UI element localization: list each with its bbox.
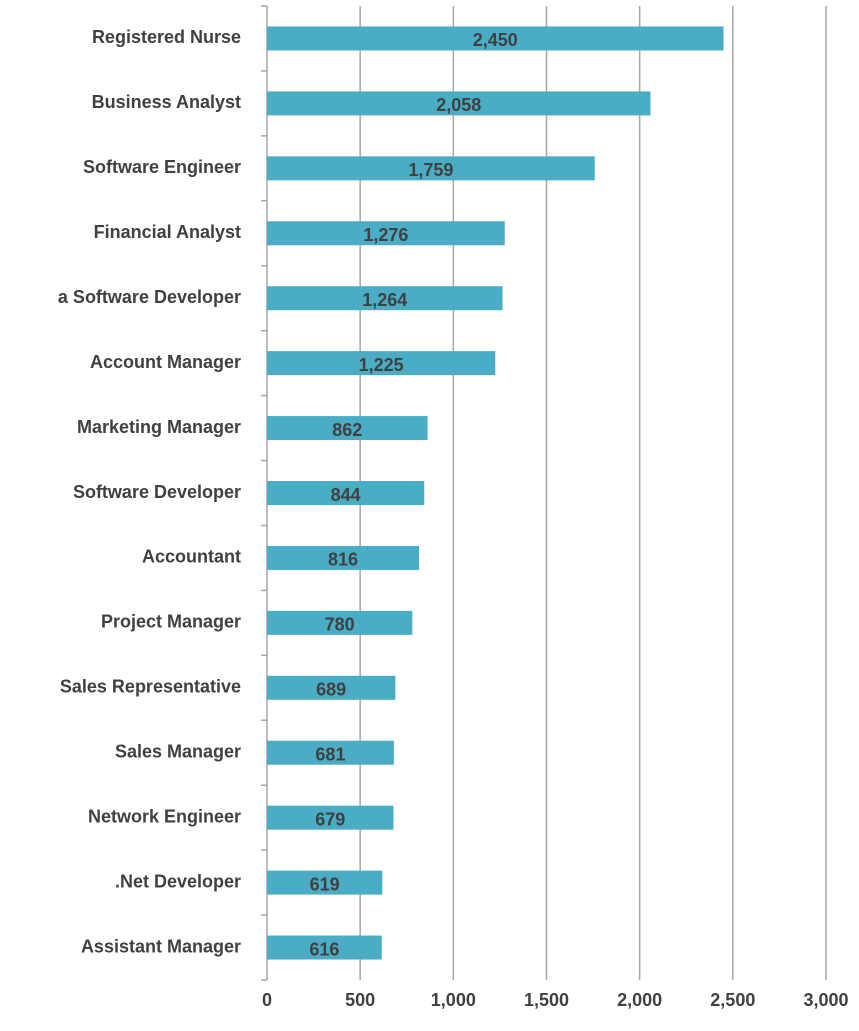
bar — [267, 610, 413, 635]
data-label: 679 — [315, 809, 345, 829]
x-tick-label: 2,500 — [710, 990, 755, 1010]
bar — [267, 675, 396, 700]
data-label: 862 — [332, 420, 362, 440]
bar — [267, 286, 503, 311]
y-tick-label: Sales Manager — [115, 741, 241, 761]
data-label: 780 — [325, 615, 355, 635]
x-tick-label: 500 — [345, 990, 375, 1010]
x-tick-label: 3,000 — [803, 990, 848, 1010]
data-label: 616 — [309, 939, 339, 959]
bar — [267, 805, 394, 830]
data-label: 1,225 — [359, 355, 404, 375]
x-tick-label: 0 — [262, 990, 272, 1010]
bar — [267, 91, 651, 116]
data-label: 2,450 — [473, 30, 518, 50]
data-label: 681 — [315, 744, 345, 764]
y-tick-label: Account Manager — [90, 352, 241, 372]
bar — [267, 545, 420, 570]
y-tick-label: Project Manager — [101, 612, 241, 632]
data-label: 2,058 — [436, 95, 481, 115]
y-tick-label: Business Analyst — [92, 92, 241, 112]
data-label: 1,759 — [408, 160, 453, 180]
x-tick-label: 1,500 — [524, 990, 569, 1010]
bar — [267, 870, 383, 895]
y-tick-label: .Net Developer — [115, 871, 241, 891]
y-tick-label: Registered Nurse — [92, 27, 241, 47]
y-tick-label: Financial Analyst — [94, 222, 241, 242]
data-label: 689 — [316, 680, 346, 700]
y-tick-label: Accountant — [142, 547, 241, 567]
bar — [267, 156, 595, 181]
bar — [267, 351, 496, 376]
bar — [267, 221, 505, 246]
y-tick-label: Assistant Manager — [81, 936, 241, 956]
bar — [267, 26, 724, 51]
bar — [267, 416, 428, 441]
y-tick-label: Network Engineer — [88, 806, 241, 826]
data-label: 619 — [310, 874, 340, 894]
bar — [267, 481, 425, 505]
data-label: 1,276 — [363, 225, 408, 245]
data-label: 1,264 — [362, 290, 407, 310]
y-tick-label: a Software Developer — [58, 287, 241, 307]
x-tick-label: 1,000 — [431, 990, 476, 1010]
y-tick-label: Software Developer — [73, 482, 241, 502]
y-tick-label: Sales Representative — [60, 677, 241, 697]
y-tick-label: Marketing Manager — [77, 417, 241, 437]
data-label: 816 — [328, 550, 358, 570]
bar — [267, 935, 382, 960]
data-label: 844 — [331, 485, 361, 505]
y-tick-label: Software Engineer — [83, 157, 241, 177]
bar — [267, 740, 394, 765]
x-tick-label: 2,000 — [617, 990, 662, 1010]
